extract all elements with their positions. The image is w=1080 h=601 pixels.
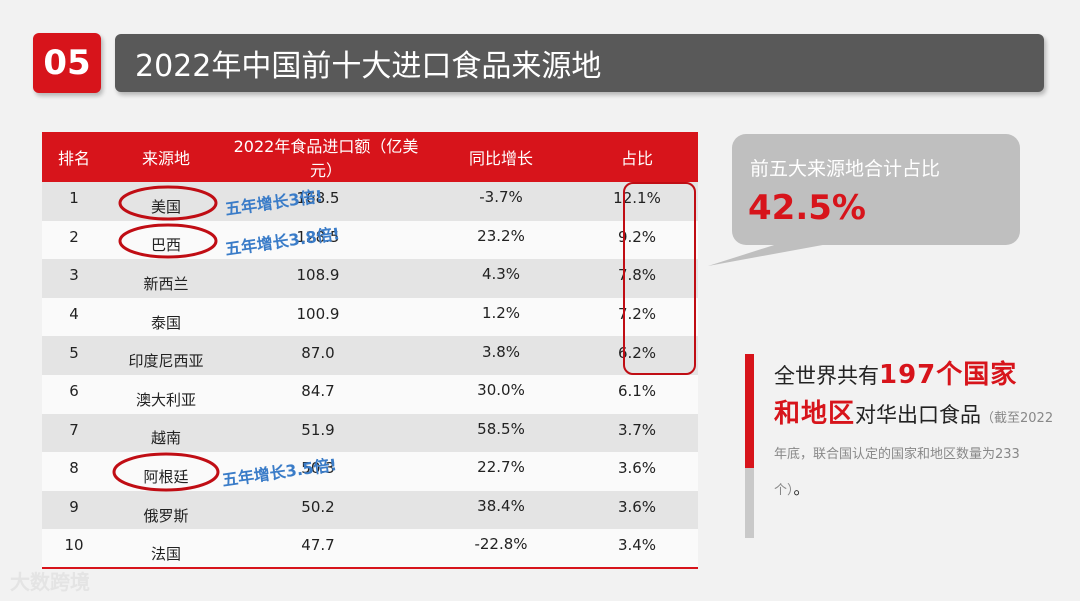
callout-label: 前五大来源地合计占比 [750, 158, 941, 180]
value-cell: 128.5 [296, 227, 340, 246]
header-value: 2022年食品进口额（亿美元） [233, 137, 419, 180]
share-cell: 3.6% [617, 459, 657, 478]
growth-cell: 4.3% [481, 265, 521, 284]
growth-cell: -3.7% [479, 188, 523, 207]
callout-value: 42.5% [748, 188, 866, 228]
rank-cell: 3 [69, 266, 79, 285]
share-cell: 7.8% [617, 266, 657, 285]
info-end: 。 [793, 479, 810, 498]
table-row: 6 澳大利亚 84.7 30.0% 6.1% [42, 374, 698, 414]
info-line1-highlight: 197个国家 [879, 360, 1018, 390]
table-row: 5 印度尼西亚 87.0 3.8% 6.2% [42, 336, 698, 375]
rank-cell: 4 [69, 305, 79, 324]
rank-cell: 1 [69, 189, 79, 208]
source-cell: 阿根廷 [143, 467, 189, 486]
source-cell: 法国 [150, 544, 181, 563]
table-row: 2 巴西 128.5 23.2% 9.2% [42, 220, 698, 260]
share-cell: 3.7% [617, 420, 657, 439]
table-header-row: 排名 来源地 2022年食品进口额（亿美元） 同比增长 占比 [42, 132, 698, 182]
growth-cell: -22.8% [474, 535, 528, 554]
section-number: 05 [33, 33, 101, 93]
source-cell: 俄罗斯 [143, 506, 189, 525]
callout-bubble [732, 134, 1020, 245]
info-line1-prefix: 全世界共有 [774, 364, 879, 388]
growth-cell: 3.8% [481, 342, 521, 361]
share-cell: 3.6% [617, 498, 657, 517]
value-cell: 47.7 [301, 536, 335, 555]
source-cell: 新西兰 [143, 274, 189, 293]
growth-cell: 22.7% [477, 458, 525, 477]
growth-cell: 1.2% [481, 304, 521, 323]
table-row: 9 俄罗斯 50.2 38.4% 3.6% [42, 490, 698, 530]
share-cell: 7.2% [617, 305, 657, 324]
source-cell: 越南 [150, 429, 181, 448]
source-cell: 印度尼西亚 [128, 352, 204, 371]
info-accent-bar [745, 354, 754, 468]
value-cell: 100.9 [296, 305, 340, 324]
rank-cell: 5 [69, 343, 79, 362]
share-cell: 6.2% [617, 343, 657, 362]
growth-cell: 30.0% [477, 381, 525, 400]
table-row: 4 泰国 100.9 1.2% 7.2% [42, 297, 698, 337]
value-cell: 168.5 [296, 189, 340, 208]
table-row: 10 法国 47.7 -22.8% 3.4% [42, 529, 698, 568]
info-line2-highlight: 和地区 [774, 399, 856, 429]
value-cell: 50.2 [301, 498, 335, 517]
share-cell: 3.4% [617, 536, 657, 555]
rank-cell: 2 [69, 227, 79, 246]
source-cell: 巴西 [150, 236, 181, 255]
growth-cell: 23.2% [477, 226, 525, 245]
header-source: 来源地 [141, 149, 190, 168]
source-cell: 美国 [150, 197, 181, 216]
header-rank: 排名 [57, 149, 90, 168]
share-cell: 6.1% [617, 382, 657, 401]
value-cell: 51.9 [301, 420, 335, 439]
growth-cell: 38.4% [477, 497, 525, 516]
table-row: 7 越南 51.9 58.5% 3.7% [42, 413, 698, 453]
import-table: 排名 来源地 2022年食品进口额（亿美元） 同比增长 占比 1 美国 168.… [42, 132, 698, 569]
info-note: （截至2022年底，联合国认定的国家和地区数量为233个） [774, 411, 1054, 498]
value-cell: 87.0 [301, 343, 335, 362]
info-accent-bar-gray [745, 468, 754, 538]
table-row: 1 美国 168.5 -3.7% 12.1% [42, 182, 698, 221]
page-title: 2022年中国前十大进口食品来源地 [115, 34, 1044, 92]
share-cell: 12.1% [613, 189, 661, 208]
share-cell: 9.2% [617, 227, 657, 246]
watermark-logo: 大数跨境 [10, 570, 90, 594]
growth-cell: 58.5% [477, 419, 525, 438]
rank-cell: 7 [69, 420, 79, 439]
header-growth: 同比增长 [468, 149, 533, 168]
source-cell: 泰国 [150, 313, 181, 332]
table-row: 3 新西兰 108.9 4.3% 7.8% [42, 259, 698, 298]
rank-cell: 6 [69, 382, 79, 401]
rank-cell: 10 [64, 536, 84, 555]
header-share: 占比 [620, 149, 653, 168]
table-row: 8 阿根廷 50.3 22.7% 3.6% [42, 452, 698, 491]
value-cell: 84.7 [301, 382, 335, 401]
source-cell: 澳大利亚 [135, 390, 196, 409]
value-cell: 50.3 [301, 459, 335, 478]
rank-cell: 8 [69, 459, 79, 478]
rank-cell: 9 [69, 498, 79, 517]
value-cell: 108.9 [296, 266, 340, 285]
info-text-block: 全世界共有197个国家 和地区对华出口食品（截至2022年底，联合国认定的国家和… [774, 357, 1054, 507]
info-line2-suffix: 对华出口食品 [855, 403, 982, 427]
